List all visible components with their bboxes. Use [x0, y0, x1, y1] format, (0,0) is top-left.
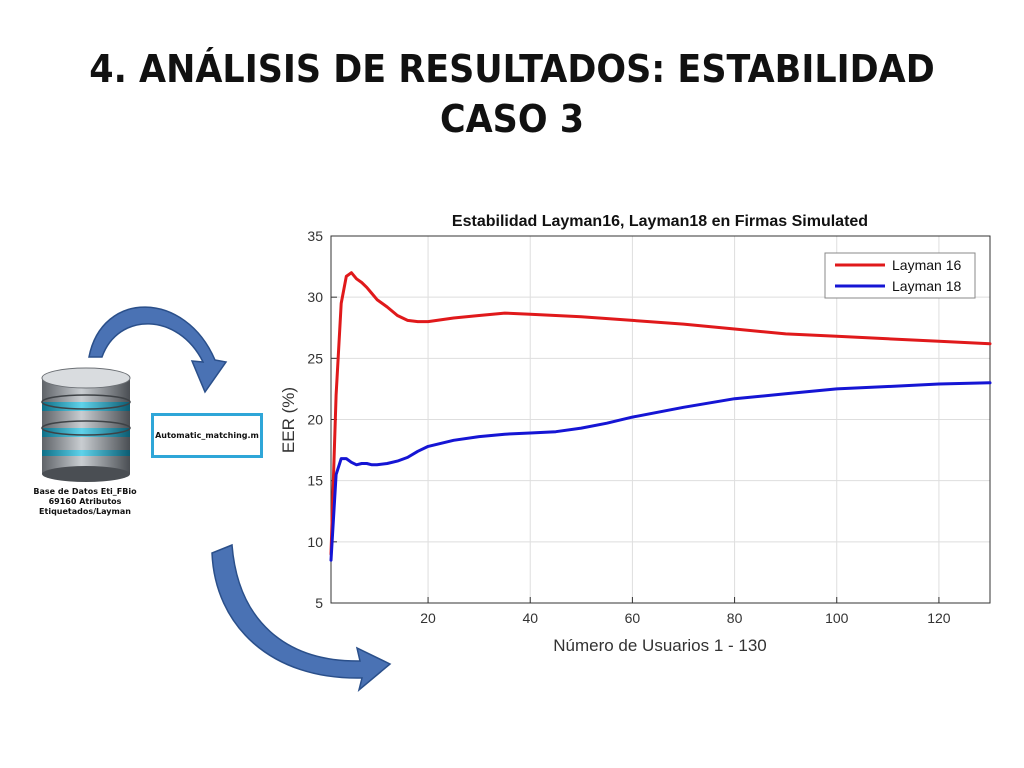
y-tick-label: 30: [307, 289, 323, 305]
curved-arrow-bottom-icon: [211, 543, 392, 693]
chart-lines: [329, 271, 992, 562]
legend-label-layman-18: Layman 18: [892, 278, 961, 294]
automatic-matching-label: Automatic_matching.m: [155, 431, 259, 440]
eer-line-chart: Estabilidad Layman16, Layman18 en Firmas…: [279, 213, 992, 655]
y-tick-label: 5: [315, 595, 323, 611]
y-axis-label: EER (%): [279, 387, 298, 453]
x-tick-label: 80: [727, 610, 743, 626]
legend-box: [824, 252, 976, 299]
database-caption-line-3: Etiquetados/Layman: [39, 507, 131, 516]
database-caption: Base de Datos Eti_FBio 69160 Atributos E…: [20, 487, 150, 517]
x-axis-label: Número de Usuarios 1 - 130: [553, 636, 767, 655]
legend-label-layman-16: Layman 16: [892, 257, 961, 273]
slide-title-line-1: 4. ANÁLISIS DE RESULTADOS: ESTABILIDAD: [89, 47, 935, 91]
x-tick-label: 20: [420, 610, 436, 626]
database-caption-line-2: 69160 Atributos: [48, 497, 122, 506]
y-tick-label: 35: [307, 228, 323, 244]
x-tick-label: 120: [927, 610, 951, 626]
series-line-layman-18: [329, 381, 992, 562]
chart-legend: Layman 16 Layman 18: [824, 252, 976, 299]
series-line-layman-16: [329, 271, 992, 556]
x-tick-label: 40: [522, 610, 538, 626]
slide-title: 4. ANÁLISIS DE RESULTADOS: ESTABILIDAD C…: [41, 44, 983, 144]
chart-title: Estabilidad Layman16, Layman18 en Firmas…: [452, 213, 868, 230]
slide-title-line-2: CASO 3: [439, 97, 585, 141]
y-tick-label: 20: [307, 412, 323, 428]
chart-ticks: 20 40 60 80 100 120 5 10 15 20 25 30 35: [307, 228, 950, 626]
database-stack-icon: [41, 367, 131, 482]
database-caption-line-1: Base de Datos Eti_FBio: [33, 487, 137, 496]
x-tick-label: 100: [825, 610, 849, 626]
automatic-matching-box: Automatic_matching.m: [151, 413, 263, 458]
curved-arrow-top-icon: [88, 306, 228, 394]
y-tick-label: 15: [307, 473, 323, 489]
y-tick-label: 10: [307, 534, 323, 550]
y-tick-label: 25: [307, 350, 323, 366]
x-tick-label: 60: [625, 610, 641, 626]
